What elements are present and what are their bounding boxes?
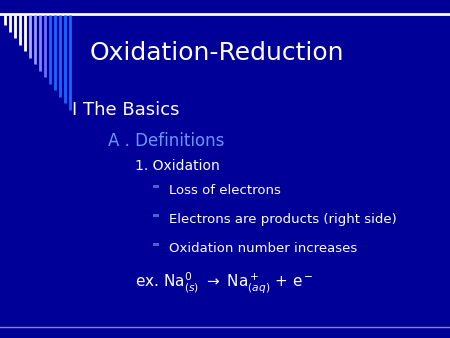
Text: A . Definitions: A . Definitions — [108, 132, 225, 150]
Bar — [153, 214, 158, 217]
Bar — [153, 243, 158, 246]
Text: Electrons are products (right side): Electrons are products (right side) — [169, 213, 396, 226]
Text: ex. Na$^0_{(s)}$ $\rightarrow$ Na$^+_{(aq)}$ + e$^-$: ex. Na$^0_{(s)}$ $\rightarrow$ Na$^+_{(a… — [135, 270, 314, 295]
Bar — [153, 185, 158, 189]
Text: Loss of electrons: Loss of electrons — [169, 184, 281, 197]
Text: Oxidation number increases: Oxidation number increases — [169, 242, 357, 255]
Text: I The Basics: I The Basics — [72, 101, 180, 119]
Text: 1. Oxidation: 1. Oxidation — [135, 159, 220, 173]
Text: Oxidation-Reduction: Oxidation-Reduction — [90, 41, 345, 65]
